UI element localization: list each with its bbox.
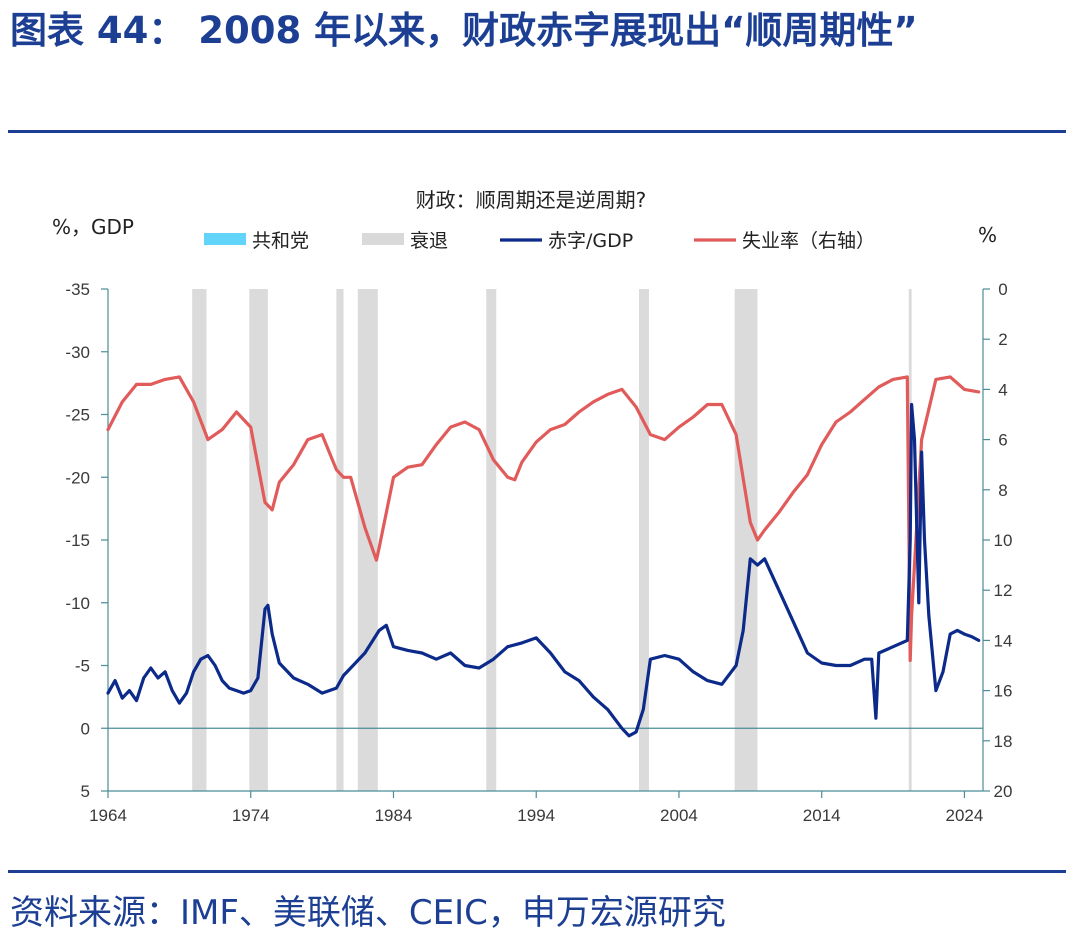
- recession-band-0: [192, 289, 207, 791]
- right-axis-label: %: [978, 223, 997, 247]
- right-tick-label: 8: [998, 481, 1007, 500]
- legend: 共和党 衰退 赤字/GDP 失业率（右轴）: [204, 230, 875, 252]
- axes: 50-5-10-15-20-25-30-35 024681012141618201…: [65, 280, 1012, 825]
- left-tick-label: 0: [81, 719, 90, 738]
- left-axis-label: %，GDP: [52, 215, 134, 239]
- left-tick-label: -15: [65, 531, 90, 550]
- x-tick-label: 2014: [803, 806, 841, 825]
- unemployment-series-line: [106, 375, 981, 663]
- right-tick-label: 4: [998, 380, 1007, 399]
- legend-label-deficit: 赤字/GDP: [548, 230, 633, 252]
- x-tick-label: 1964: [89, 806, 127, 825]
- recession-band-6: [734, 289, 758, 791]
- left-tick-label: -5: [75, 657, 90, 676]
- right-tick-label: 10: [994, 531, 1013, 550]
- recession-band-4: [486, 289, 497, 791]
- right-tick-label: 14: [994, 631, 1013, 650]
- legend-swatch-recession: [362, 233, 404, 245]
- left-tick-label: 5: [81, 782, 90, 801]
- left-tick-label: -25: [65, 406, 90, 425]
- chart-canvas: 财政：顺周期还是逆周期? %，GDP % 共和党 衰退 赤字/GDP 失业率（右轴） …: [52, 188, 1012, 825]
- left-tick-label: -20: [65, 468, 90, 487]
- x-tick-label: 2004: [660, 806, 698, 825]
- left-tick-label: -10: [65, 594, 90, 613]
- recession-band-5: [638, 289, 649, 791]
- source-note: 资料来源：IMF、美联储、CEIC，申万宏源研究: [10, 893, 726, 933]
- left-tick-label: -35: [65, 280, 90, 299]
- legend-label-recession: 衰退: [410, 230, 448, 252]
- source-divider: [8, 870, 1066, 873]
- right-tick-label: 20: [994, 782, 1013, 801]
- x-tick-label: 2024: [946, 806, 984, 825]
- series-lines: [106, 375, 981, 738]
- chart-title: 财政：顺周期还是逆周期?: [416, 188, 647, 212]
- legend-swatch-republican: [204, 233, 246, 245]
- title-divider: [8, 130, 1066, 133]
- right-tick-label: 6: [998, 431, 1007, 450]
- x-tick-label: 1994: [517, 806, 555, 825]
- recession-band-1: [249, 289, 268, 791]
- recession-bands: [192, 289, 912, 791]
- x-tick-label: 1974: [232, 806, 270, 825]
- figure-title: 图表 44： 2008 年以来，财政赤字展现出“顺周期性”: [10, 9, 918, 52]
- left-tick-label: -30: [65, 343, 90, 362]
- right-tick-label: 2: [998, 330, 1007, 349]
- deficit-series-line: [106, 402, 981, 738]
- recession-band-2: [336, 289, 344, 791]
- legend-label-republican: 共和党: [252, 230, 309, 252]
- x-tick-label: 1984: [375, 806, 413, 825]
- legend-label-unemployment: 失业率（右轴）: [742, 230, 875, 252]
- right-tick-label: 12: [994, 581, 1013, 600]
- right-tick-label: 0: [998, 280, 1007, 299]
- right-tick-label: 16: [994, 682, 1013, 701]
- right-tick-label: 18: [994, 732, 1013, 751]
